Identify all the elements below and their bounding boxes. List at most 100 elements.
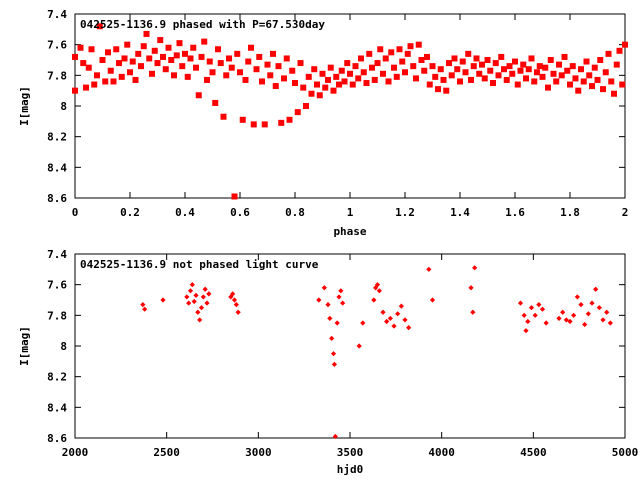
data-point [426,81,433,88]
data-point [575,87,582,94]
data-point [380,70,386,77]
data-point [206,291,212,297]
data-point [327,315,333,321]
data-point [509,70,516,77]
data-point [567,81,573,88]
data-point [113,46,120,53]
data-point [319,70,326,77]
data-point [311,66,318,73]
data-point [556,315,562,321]
data-point [613,61,620,68]
data-point [118,73,125,80]
x-tick-label: 1 [347,206,354,219]
data-point [91,81,98,88]
data-point [534,69,540,76]
y-tick-label: 8.2 [47,371,67,384]
data-point [289,67,296,74]
data-point [140,43,147,50]
data-point [574,294,580,300]
data-point [193,64,199,71]
data-point [239,116,246,123]
data-point [382,55,389,62]
data-point [437,66,444,73]
data-point [424,53,430,60]
data-point [286,116,293,123]
chart-title: 042525-1136.9 not phased light curve [80,258,319,271]
data-point [457,78,463,85]
data-point [539,306,546,312]
data-point [374,60,381,67]
data-point [593,286,599,292]
data-point [578,66,584,73]
data-point [377,46,384,53]
data-point [465,50,472,57]
data-point [429,297,436,303]
data-point [96,23,103,30]
data-point [520,61,527,68]
data-point [230,291,236,297]
data-point [384,318,390,325]
data-point [124,41,131,48]
data-point [396,46,403,53]
data-point [435,86,441,93]
data-point [329,335,335,341]
data-point [94,72,100,79]
data-point [314,81,320,88]
data-point [110,78,117,85]
y-axis-label: I[mag] [18,326,31,366]
y-tick-label: 8.4 [47,401,67,414]
data-point [600,86,606,93]
x-axis-label: hjd0 [337,463,364,476]
data-point [608,78,615,85]
x-tick-label: 5000 [612,446,639,459]
data-point [195,309,201,315]
data-point [217,60,224,67]
x-tick-label: 3500 [337,446,364,459]
data-point [182,50,188,57]
data-point [569,63,576,70]
data-point [376,288,382,294]
data-point [261,121,268,128]
data-point [80,60,87,67]
data-point [479,61,485,68]
data-point [340,300,346,306]
data-point [135,50,142,57]
y-tick-label: 7.4 [47,8,67,21]
data-point [190,44,197,51]
data-point [550,70,557,77]
data-point [404,50,411,57]
data-point [223,72,230,79]
data-point [395,311,401,317]
data-point [352,63,359,70]
data-point [616,47,623,54]
data-point [360,320,366,326]
data-point [547,57,554,63]
data-point [503,76,510,83]
data-point [536,63,543,70]
data-point [429,63,436,70]
data-point [525,318,531,325]
data-point [220,113,227,120]
data-point [77,44,84,51]
data-point [204,300,210,306]
data-point [127,69,133,76]
y-axis-label: I[mag] [18,86,31,126]
data-point [421,67,428,74]
data-point [586,72,593,79]
data-point [206,58,213,65]
data-point [459,58,466,65]
data-point [558,72,565,79]
data-point [532,312,538,318]
data-point [473,55,480,62]
y-tick-label: 8.4 [47,161,67,174]
x-tick-label: 0.2 [120,206,140,219]
data-point [157,37,164,44]
data-point [528,55,535,62]
x-tick-label: 2500 [153,446,180,459]
data-point [556,61,562,68]
data-point [187,55,194,62]
data-point [385,78,392,85]
phased-light-curve-panel: 0 0.2 0.4 0.6 0.8 1 1.2 1.4 1.6 1.8 2 7.4 7.6 7.8 8 8.2… [18,8,628,238]
data-point [330,87,337,94]
data-point [487,67,494,74]
